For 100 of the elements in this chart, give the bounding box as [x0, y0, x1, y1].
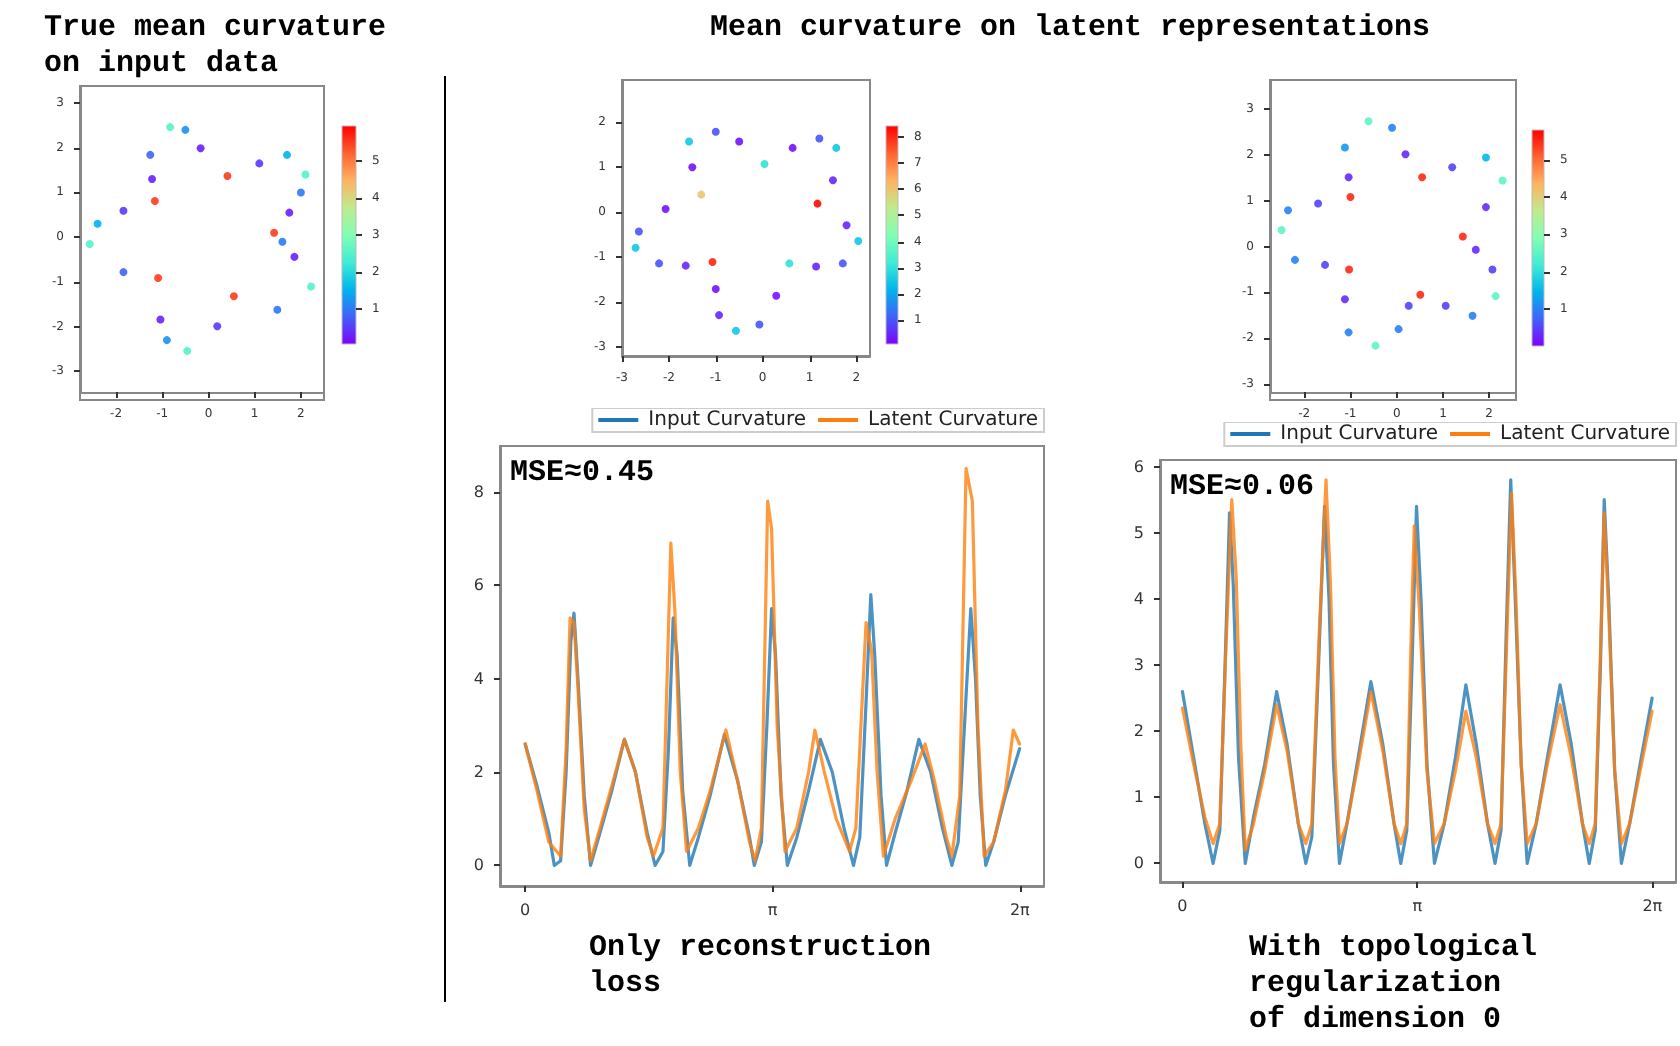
point	[708, 258, 717, 267]
point	[1468, 311, 1477, 320]
point	[832, 143, 841, 152]
point	[213, 322, 222, 331]
point	[711, 285, 720, 294]
point	[1277, 226, 1286, 235]
point	[93, 219, 102, 228]
point	[1364, 117, 1373, 126]
x-tick-label: 2π	[1009, 901, 1031, 919]
point	[183, 346, 192, 355]
point	[166, 123, 175, 132]
point	[301, 170, 310, 179]
point	[1448, 163, 1457, 172]
point	[1441, 301, 1450, 310]
y-tick-label: 5	[1133, 523, 1144, 542]
point	[1314, 199, 1323, 208]
point	[842, 221, 851, 230]
point	[1388, 123, 1397, 132]
point	[685, 137, 694, 146]
point	[296, 188, 305, 197]
point	[1401, 150, 1410, 159]
point	[711, 127, 720, 136]
point	[156, 315, 165, 324]
legend-label: Latent Curvature	[868, 409, 1039, 431]
point	[1344, 173, 1353, 182]
point	[1458, 232, 1467, 241]
text: Only reconstruction loss	[588, 931, 932, 1001]
point	[731, 326, 740, 335]
y-tick-label: 0	[473, 856, 484, 875]
point	[697, 190, 706, 199]
point	[1416, 290, 1425, 299]
text: With topological regularization of dimension 0	[1248, 931, 1538, 1037]
point	[1481, 203, 1490, 212]
y-tick-label: 6	[473, 576, 484, 595]
point	[283, 150, 292, 159]
point	[1471, 245, 1480, 254]
point	[715, 311, 724, 320]
y-tick-label: 1	[1133, 788, 1144, 807]
y-tick-label: 2	[473, 763, 484, 782]
point	[273, 305, 282, 314]
y-tick-label: 6	[1133, 457, 1144, 476]
point	[1418, 173, 1427, 182]
point	[196, 144, 205, 153]
point	[1481, 153, 1490, 162]
point	[119, 268, 128, 277]
point	[828, 176, 837, 185]
point	[772, 291, 781, 300]
point	[1498, 176, 1507, 185]
annotation: MSE≈0.06	[1170, 470, 1315, 504]
point	[154, 273, 163, 282]
point	[661, 205, 670, 214]
point	[290, 252, 299, 261]
point	[788, 143, 797, 152]
y-tick-label: 4	[1133, 589, 1144, 608]
point	[181, 125, 190, 134]
point	[631, 243, 640, 252]
point	[812, 262, 821, 271]
point	[278, 237, 287, 246]
point	[1284, 206, 1293, 215]
point	[1340, 143, 1349, 152]
point	[162, 336, 171, 345]
point	[735, 137, 744, 146]
point	[785, 259, 794, 268]
point	[655, 259, 664, 268]
point	[815, 134, 824, 143]
point	[688, 163, 697, 172]
point	[755, 320, 764, 329]
line-series	[523, 592, 1022, 868]
x-tick-label: π	[1412, 897, 1423, 915]
point	[813, 199, 822, 208]
point	[285, 208, 294, 217]
x-tick-label: 0	[1177, 897, 1188, 915]
y-tick-label: 0	[1133, 854, 1144, 873]
y-tick-label: 8	[473, 482, 484, 501]
point	[634, 227, 643, 236]
legend-label: Input Curvature	[648, 409, 807, 431]
point	[1394, 325, 1403, 334]
point	[838, 259, 847, 268]
point	[229, 292, 238, 301]
point	[150, 196, 159, 205]
point	[1346, 193, 1355, 201]
text: Mean curvature on latent representations	[709, 11, 1431, 45]
point	[1344, 328, 1353, 337]
chart-title: True mean curvature on input data	[43, 11, 387, 81]
point	[119, 206, 128, 215]
y-tick-label: 3	[1133, 656, 1144, 675]
point	[1491, 292, 1500, 301]
point	[1488, 265, 1497, 274]
point	[255, 159, 264, 168]
point	[270, 228, 279, 237]
x-tick-label: π	[767, 901, 778, 919]
point	[1290, 255, 1299, 264]
legend-label: Input Curvature	[1280, 423, 1439, 445]
point	[307, 282, 316, 291]
y-tick-label: 2	[1133, 722, 1144, 741]
point	[146, 150, 155, 159]
point	[1340, 295, 1349, 304]
annotation: MSE≈0.45	[510, 456, 655, 490]
point	[1404, 301, 1413, 310]
x-tick-label: 2π	[1642, 897, 1663, 915]
